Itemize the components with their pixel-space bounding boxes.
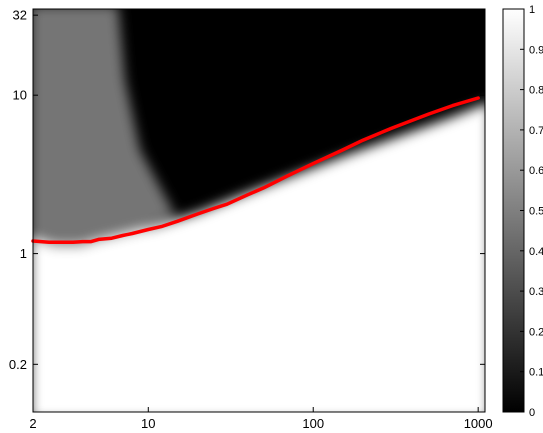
colorbar-tick-label: 0.1: [529, 367, 543, 379]
heatmap: [33, 9, 485, 412]
heatmap-gray-region: [33, 9, 175, 260]
x-tick-label: 1000: [464, 416, 493, 431]
colorbar-tick-label: 0: [529, 407, 535, 419]
colorbar-tick-label: 0.3: [529, 286, 543, 298]
heatmap-shading: [33, 9, 485, 412]
colorbar-tick-label: 0.5: [529, 206, 543, 218]
heatmap-white-region: [33, 104, 485, 412]
series-line-threshold: [31, 96, 480, 244]
plot-frame: [32, 8, 486, 413]
colorbar: 0 0.1 0.2 0.3 0.4 0.5 0.6 0.7 0.8 0.9 1: [502, 4, 543, 419]
x-tick-label: 100: [302, 416, 324, 431]
colorbar-ticks: 0 0.1 0.2 0.3 0.4 0.5 0.6 0.7 0.8 0.9 1: [520, 4, 543, 419]
plot-area: 2 10 100 1000 32 10 1 0.2: [9, 8, 493, 431]
colorbar-tick-label: 0.6: [529, 165, 543, 177]
colorbar-tick-label: 0.9: [529, 44, 543, 56]
y-tick-label: 10: [13, 88, 27, 103]
colorbar-tick-label: 0.4: [529, 246, 543, 258]
y-tick-label: 0.2: [9, 357, 27, 372]
y-tick-label: 32: [13, 8, 27, 23]
x-tick-label: 10: [141, 416, 155, 431]
colorbar-tick-label: 0.8: [529, 85, 543, 97]
y-tick-label: 1: [20, 246, 27, 261]
colorbar-tick-label: 0.2: [529, 326, 543, 338]
y-axis: 32 10 1 0.2: [9, 8, 485, 372]
x-tick-label: 2: [29, 416, 36, 431]
colorbar-tick-label: 0.7: [529, 125, 543, 137]
x-axis: 2 10 100 1000: [29, 9, 493, 431]
colorbar-tick-label: 1: [529, 4, 535, 16]
